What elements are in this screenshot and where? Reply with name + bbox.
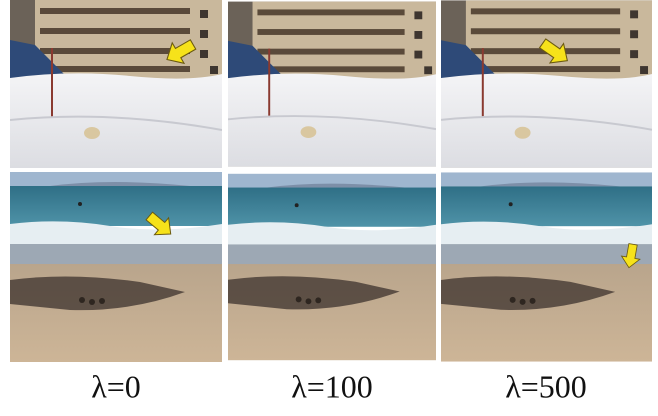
figure: λ=0 λ=100 λ=500 bbox=[0, 0, 658, 411]
column-label: λ=0 bbox=[91, 368, 141, 404]
column-label: λ=500 bbox=[505, 368, 587, 404]
column-label: λ=100 bbox=[291, 368, 373, 404]
